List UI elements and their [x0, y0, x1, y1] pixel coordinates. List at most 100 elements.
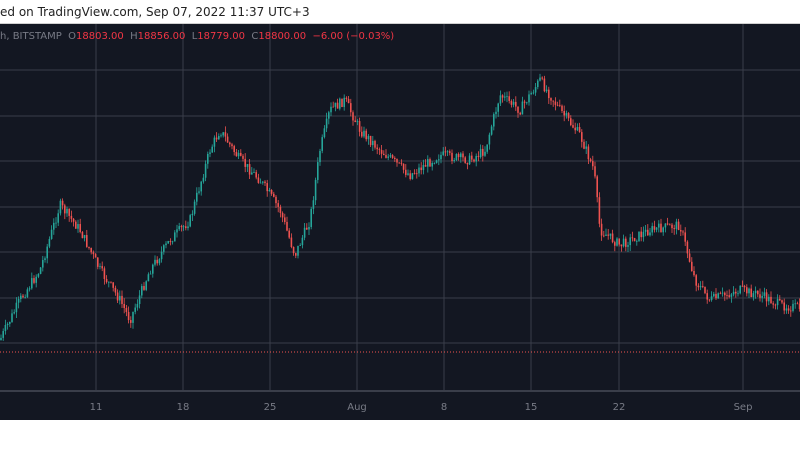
candle-body	[466, 162, 469, 165]
candle-body	[389, 155, 392, 157]
candle-body	[792, 303, 794, 311]
candle-body	[409, 173, 411, 179]
candle-body	[484, 151, 486, 156]
candle-body	[471, 155, 473, 160]
candle-body	[449, 151, 451, 153]
candle-body	[405, 169, 407, 175]
candle-body	[264, 181, 266, 184]
candle-body	[787, 308, 790, 311]
candle-body	[638, 231, 640, 241]
candle-body	[607, 234, 609, 236]
candle-body	[565, 113, 568, 116]
candle-body	[57, 213, 59, 223]
candle-body	[708, 299, 711, 301]
candle-body	[31, 278, 33, 289]
candle-body	[292, 247, 295, 254]
candle-body	[46, 246, 48, 259]
candle-body	[35, 276, 37, 283]
candle-body	[768, 296, 770, 302]
candle-body	[273, 193, 275, 197]
candle-body	[473, 159, 475, 162]
candle-body	[341, 98, 343, 107]
candle-body	[6, 323, 9, 325]
candle-body	[640, 231, 642, 238]
time-axis[interactable]: 11 18 25 Aug 8 15 22 Sep	[0, 390, 800, 420]
candle-body	[380, 150, 383, 154]
candle-body	[383, 153, 385, 156]
candle-body	[178, 226, 180, 230]
candle-body	[220, 135, 222, 137]
candle-body	[387, 156, 389, 158]
candle-body	[334, 102, 337, 107]
candle-body	[147, 274, 150, 282]
candle-body	[418, 167, 420, 174]
candle-body	[22, 295, 24, 298]
candle-body	[394, 157, 396, 160]
x-tick: 15	[524, 402, 538, 413]
candle-body	[237, 152, 240, 157]
candle-body	[356, 121, 359, 123]
candle-body	[592, 161, 594, 167]
candle-body	[0, 337, 2, 340]
candle-body	[475, 155, 477, 162]
candle-body	[2, 331, 4, 338]
candle-body	[660, 223, 662, 233]
open-label: O	[68, 31, 77, 42]
candle-body	[86, 235, 88, 247]
candle-body	[633, 238, 636, 242]
candle-body	[290, 237, 293, 248]
candle-body	[187, 226, 189, 229]
candle-body	[330, 106, 332, 113]
candle-body	[156, 259, 158, 264]
candle-body	[710, 296, 713, 301]
candle-body	[303, 227, 306, 238]
candle-body	[682, 231, 684, 233]
candle-body	[112, 282, 114, 288]
candle-body	[438, 159, 440, 161]
candle-body	[477, 155, 480, 158]
change-value: −6.00 (−0.03%)	[312, 31, 395, 42]
candle-body	[721, 292, 724, 294]
candle-body	[185, 226, 187, 229]
candle-body	[583, 141, 585, 149]
candle-body	[497, 103, 499, 112]
candle-body	[671, 224, 673, 229]
candle-body	[200, 181, 202, 192]
candle-body	[213, 137, 216, 147]
candle-body	[642, 231, 645, 238]
candle-body	[746, 287, 748, 294]
candle-body	[299, 245, 301, 246]
candle-body	[198, 191, 200, 193]
candle-body	[369, 135, 372, 146]
candle-body	[422, 165, 425, 171]
candle-body	[464, 157, 466, 163]
candle-body	[431, 163, 433, 167]
candle-body	[611, 233, 614, 243]
candle-body	[534, 87, 537, 93]
candle-body	[350, 103, 352, 113]
candle-body	[130, 320, 132, 323]
candle-body	[677, 221, 680, 231]
symbol-label: h, BITSTAMP	[0, 31, 62, 42]
candle-body	[48, 238, 51, 247]
candle-body	[781, 300, 783, 303]
candle-body	[39, 267, 42, 274]
candle-body	[541, 77, 543, 79]
candle-body	[79, 224, 81, 233]
candle-body	[28, 288, 31, 290]
candle-body	[59, 200, 62, 214]
candle-body	[121, 295, 123, 304]
candle-body	[614, 242, 616, 246]
candle-body	[209, 152, 211, 154]
candle-body	[688, 253, 691, 262]
candle-body	[149, 273, 152, 275]
candle-body	[347, 98, 350, 104]
candle-body	[235, 151, 238, 157]
candle-body	[281, 212, 284, 218]
candle-body	[490, 126, 493, 135]
candle-body	[24, 297, 26, 298]
candle-body	[132, 311, 134, 323]
price-chart[interactable]: h, BITSTAMP O18803.00 H18856.00 L18779.0…	[0, 24, 800, 420]
candle-body	[737, 293, 739, 295]
candle-body	[286, 221, 288, 231]
